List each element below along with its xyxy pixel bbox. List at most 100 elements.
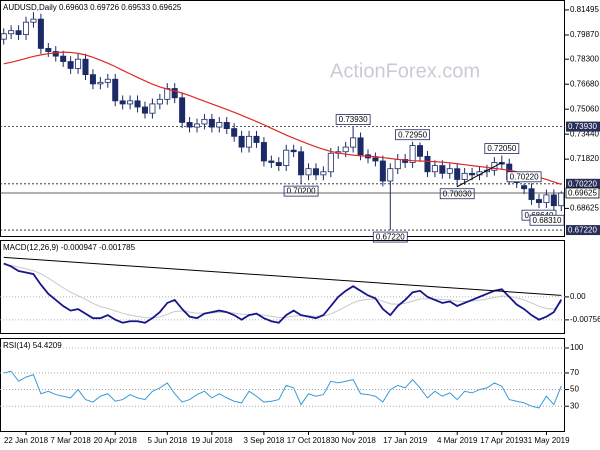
y-tick-label: 0.76680 [570, 79, 599, 88]
candle-body [208, 118, 215, 128]
annotation-box [335, 114, 371, 125]
candle-body [260, 142, 267, 162]
level-label: 0.73930 [568, 122, 597, 131]
indicator-line [3, 370, 562, 409]
candle-body [469, 172, 476, 176]
candle-body [298, 151, 305, 176]
panel-title: AUDUSD,Daily 0.69603 0.69726 0.69533 0.6… [3, 3, 182, 12]
candle-body [379, 160, 386, 182]
annotation-label: 0.67220 [376, 233, 405, 242]
x-tick-label: 17 Apr 2019 [480, 436, 524, 445]
title-bg [2, 341, 64, 351]
annotation-box [283, 185, 319, 197]
candle-body [186, 122, 193, 128]
candle-body [402, 159, 409, 163]
candle-body [231, 128, 238, 137]
candle-body [394, 159, 401, 170]
x-tick-label: 4 Mar 2019 [437, 436, 478, 445]
annotation-box [506, 171, 542, 183]
y-tick-label: 0.71820 [570, 154, 599, 163]
watermark: ActionForex.com [330, 60, 480, 82]
candle-body [194, 123, 201, 128]
candle-body [357, 137, 364, 156]
level-label: 0.67220 [568, 226, 597, 235]
panel-title: MACD(12,26,9) -0.000947 -0.001785 [3, 243, 136, 252]
candle-body [461, 172, 468, 180]
candle-body [521, 185, 528, 190]
candle-body [312, 168, 319, 176]
candle-body [15, 30, 22, 35]
candle-body [283, 149, 290, 167]
y-tick-label: 0.68625 [570, 204, 599, 213]
x-tick-label: 30 Nov 2018 [330, 436, 376, 445]
annotation-label: 0.70220 [510, 172, 539, 181]
candle-body [67, 61, 74, 69]
annotation-box [529, 214, 565, 226]
candle-body [0, 33, 7, 40]
x-tick-label: 5 Jun 2018 [147, 436, 187, 445]
title-bg [2, 243, 137, 253]
level-box [566, 225, 600, 236]
candle-body [424, 155, 431, 173]
candle-body [119, 100, 126, 105]
y-tick-label: 0.81495 [570, 5, 599, 14]
y-tick-label: 100 [570, 343, 584, 352]
candle-body [417, 145, 424, 157]
candle-body [409, 145, 416, 163]
candle-body [104, 78, 111, 83]
y-tick-label: 30 [570, 401, 579, 410]
candle-body [246, 135, 253, 148]
indicator-line [3, 264, 562, 319]
x-tick-label: 20 Apr 2018 [94, 436, 138, 445]
candle-body [171, 88, 178, 99]
candle-body [290, 149, 297, 153]
panel-frame [0, 240, 565, 334]
candle-body [454, 168, 461, 180]
candle-body [446, 168, 453, 174]
annotation-box [372, 231, 408, 243]
candle-body [558, 192, 565, 207]
x-tick-label: 22 Jan 2018 [4, 436, 49, 445]
candle-body [134, 100, 141, 108]
candle-body [89, 74, 96, 85]
candle-body [82, 58, 89, 76]
annotation-box [439, 188, 475, 200]
candle-body [223, 122, 230, 129]
x-tick-label: 17 Oct 2018 [287, 436, 331, 445]
annotation-label: 0.72950 [398, 130, 427, 139]
candle-body [268, 160, 275, 163]
candle-body [37, 18, 44, 49]
y-tick-label: -0.00756 [570, 315, 600, 324]
candle-body [112, 78, 119, 102]
y-tick-label: 0.78300 [570, 54, 599, 63]
annotation-label: 0.70030 [443, 189, 472, 198]
panel-title: RSI(14) 54.4209 [3, 341, 62, 350]
x-tick-label: 31 May 2019 [523, 436, 570, 445]
x-tick-label: 7 Mar 2018 [50, 436, 91, 445]
candle-body [350, 137, 357, 148]
candle-body [30, 18, 37, 23]
candle-body [439, 165, 446, 174]
annotation-label: 0.73930 [339, 115, 368, 124]
level-label: 0.70220 [568, 179, 597, 188]
candle-body [97, 81, 104, 85]
candle-body [550, 194, 557, 207]
moving-average [3, 51, 562, 185]
annotation-box [484, 143, 520, 154]
candle-body [238, 135, 245, 148]
candle-body [535, 199, 542, 204]
y-tick-label: 50 [570, 385, 579, 394]
candle-body [141, 106, 148, 114]
candle-body [127, 100, 134, 105]
candle-body [149, 103, 156, 114]
candle-body [275, 162, 282, 167]
indicator-line [3, 262, 563, 324]
candle-body [253, 135, 260, 143]
candle-body [45, 48, 52, 52]
candle-body [60, 55, 67, 62]
x-tick-label: 17 Jan 2019 [383, 436, 428, 445]
candle-body [342, 146, 349, 153]
candle-body [387, 168, 394, 182]
candle-body [201, 118, 208, 125]
candle-body [327, 152, 334, 173]
